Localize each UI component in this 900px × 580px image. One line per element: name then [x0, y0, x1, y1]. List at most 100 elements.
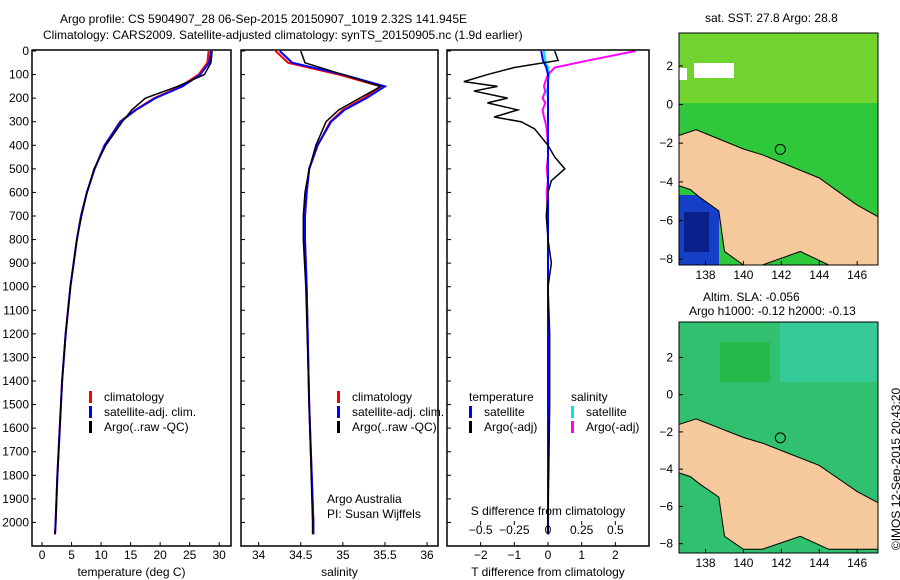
x2-axis-label: S difference from climatology	[471, 504, 626, 518]
legend-label: satellite	[484, 405, 525, 419]
y-tick-label: 1000	[2, 280, 29, 294]
map-x-tick-label: 144	[809, 556, 829, 570]
map-x-tick-label: 142	[771, 268, 791, 282]
y-tick-label: 700	[9, 209, 29, 223]
y-tick-label: 0	[22, 44, 29, 58]
series-line-climatology	[54, 50, 210, 535]
legend-label: satellite	[586, 405, 627, 419]
map-frame	[678, 321, 879, 554]
legend-swatch	[89, 406, 92, 418]
map-y-tick-label: −2	[659, 425, 673, 439]
legend-swatch	[89, 421, 92, 433]
map-y-tick-label: −4	[659, 175, 673, 189]
legend-swatch	[571, 421, 574, 433]
series-line-satellite-adj-clim-	[279, 50, 388, 535]
series-line-s-argo	[541, 50, 636, 535]
legend-swatch	[337, 391, 340, 403]
map2-subtitle: Argo h1000: -0.12 h2000: -0.13	[689, 304, 856, 318]
y-tick-label: 600	[9, 185, 29, 199]
credit-pi: PI: Susan Wijffels	[327, 507, 421, 521]
x-tick-label: 36	[420, 548, 434, 562]
x-tick-label: 25	[183, 548, 197, 562]
legend-label: salinity	[571, 390, 608, 404]
y-tick-label: 300	[9, 115, 29, 129]
x2-tick-label: 0.25	[570, 523, 594, 537]
y-tick-label: 1500	[2, 398, 29, 412]
map-x-tick-label: 140	[733, 556, 753, 570]
legend-label: Argo(-adj)	[586, 420, 639, 434]
map-y-tick-label: −8	[659, 252, 673, 266]
map-y-tick-label: −6	[659, 499, 673, 513]
x-tick-label: 34	[252, 548, 266, 562]
y-tick-label: 1700	[2, 445, 29, 459]
map-x-tick-label: 144	[809, 268, 829, 282]
x-axis-label: temperature (deg C)	[77, 565, 185, 579]
legend-label: Argo(..raw -QC)	[104, 420, 189, 434]
series-line-argo	[300, 50, 383, 535]
x2-tick-label: −0.25	[499, 523, 530, 537]
legend-label: Argo(-adj)	[484, 420, 537, 434]
y-tick-label: 2000	[2, 515, 29, 529]
map-y-tick-label: −6	[659, 214, 673, 228]
y-tick-label: 1600	[2, 421, 29, 435]
map-frame	[678, 32, 879, 266]
map-x-tick-label: 140	[733, 268, 753, 282]
map-y-tick-label: 0	[666, 388, 673, 402]
x-axis-label: T difference from climatology	[471, 565, 625, 579]
plot-frame	[31, 49, 232, 547]
y-tick-label: 800	[9, 233, 29, 247]
x2-tick-label: 0	[545, 523, 552, 537]
sst-map: 138 140 142 144 146 2 0 −2 −4 −6 −8	[659, 32, 879, 282]
x-tick-label: 15	[124, 548, 138, 562]
x-tick-label: 0	[545, 548, 552, 562]
legend-label: climatology	[104, 390, 164, 404]
sla-low	[720, 342, 770, 382]
x-tick-label: −1	[507, 548, 521, 562]
legend-swatch	[337, 421, 340, 433]
x-tick-label: 35.5	[373, 548, 397, 562]
series-line-argo	[54, 50, 213, 535]
map-x-tick-label: 146	[847, 268, 867, 282]
legend-label: temperature	[469, 390, 534, 404]
x-tick-label: 2	[612, 548, 619, 562]
x-axis-label: salinity	[321, 565, 358, 579]
y-tick-label: 200	[9, 91, 29, 105]
map-x-tick-label: 142	[771, 556, 791, 570]
map-x-tick-label: 138	[696, 556, 716, 570]
series-line-climatology	[274, 50, 384, 535]
x-tick-label: 35	[336, 548, 350, 562]
title-line2: Climatology: CARS2009. Satellite-adjuste…	[43, 28, 523, 42]
credit-org: Argo Australia	[327, 492, 402, 506]
y-tick-label: 1400	[2, 374, 29, 388]
title-line1: Argo profile: CS 5904907_28 06-Sep-2015 …	[60, 12, 467, 26]
x2-tick-label: −0.5	[469, 523, 493, 537]
y-tick-label: 400	[9, 138, 29, 152]
x-tick-label: 1	[578, 548, 585, 562]
legend-swatch	[469, 421, 472, 433]
legend-label: satellite-adj. clim.	[352, 405, 444, 419]
y-tick-label: 100	[9, 68, 29, 82]
y-tick-label: 1100	[3, 303, 29, 317]
y-tick-label: 500	[9, 162, 29, 176]
legend-swatch	[571, 406, 574, 418]
plot-frame	[240, 49, 439, 547]
legend-swatch	[337, 406, 340, 418]
map-y-tick-label: −8	[659, 537, 673, 551]
sla-map: 138 140 142 144 146 2 0 −2 −4 −6 −8	[659, 321, 879, 570]
map-y-tick-label: 2	[666, 59, 673, 73]
legend-swatch	[469, 406, 472, 418]
plot-frame	[446, 49, 650, 547]
x-tick-label: −2	[474, 548, 488, 562]
legend-label: climatology	[352, 390, 412, 404]
map-x-tick-label: 138	[696, 268, 716, 282]
x-tick-label: 0	[39, 548, 46, 562]
map-y-tick-label: 0	[666, 98, 673, 112]
y-tick-label: 1300	[2, 350, 29, 364]
map-x-tick-label: 146	[847, 556, 867, 570]
x2-tick-label: 0.5	[607, 523, 624, 537]
series-line-t-argo	[463, 50, 566, 535]
x-tick-label: 34.5	[289, 548, 313, 562]
y-tick-label: 1200	[2, 327, 29, 341]
y-tick-label: 900	[9, 256, 29, 270]
